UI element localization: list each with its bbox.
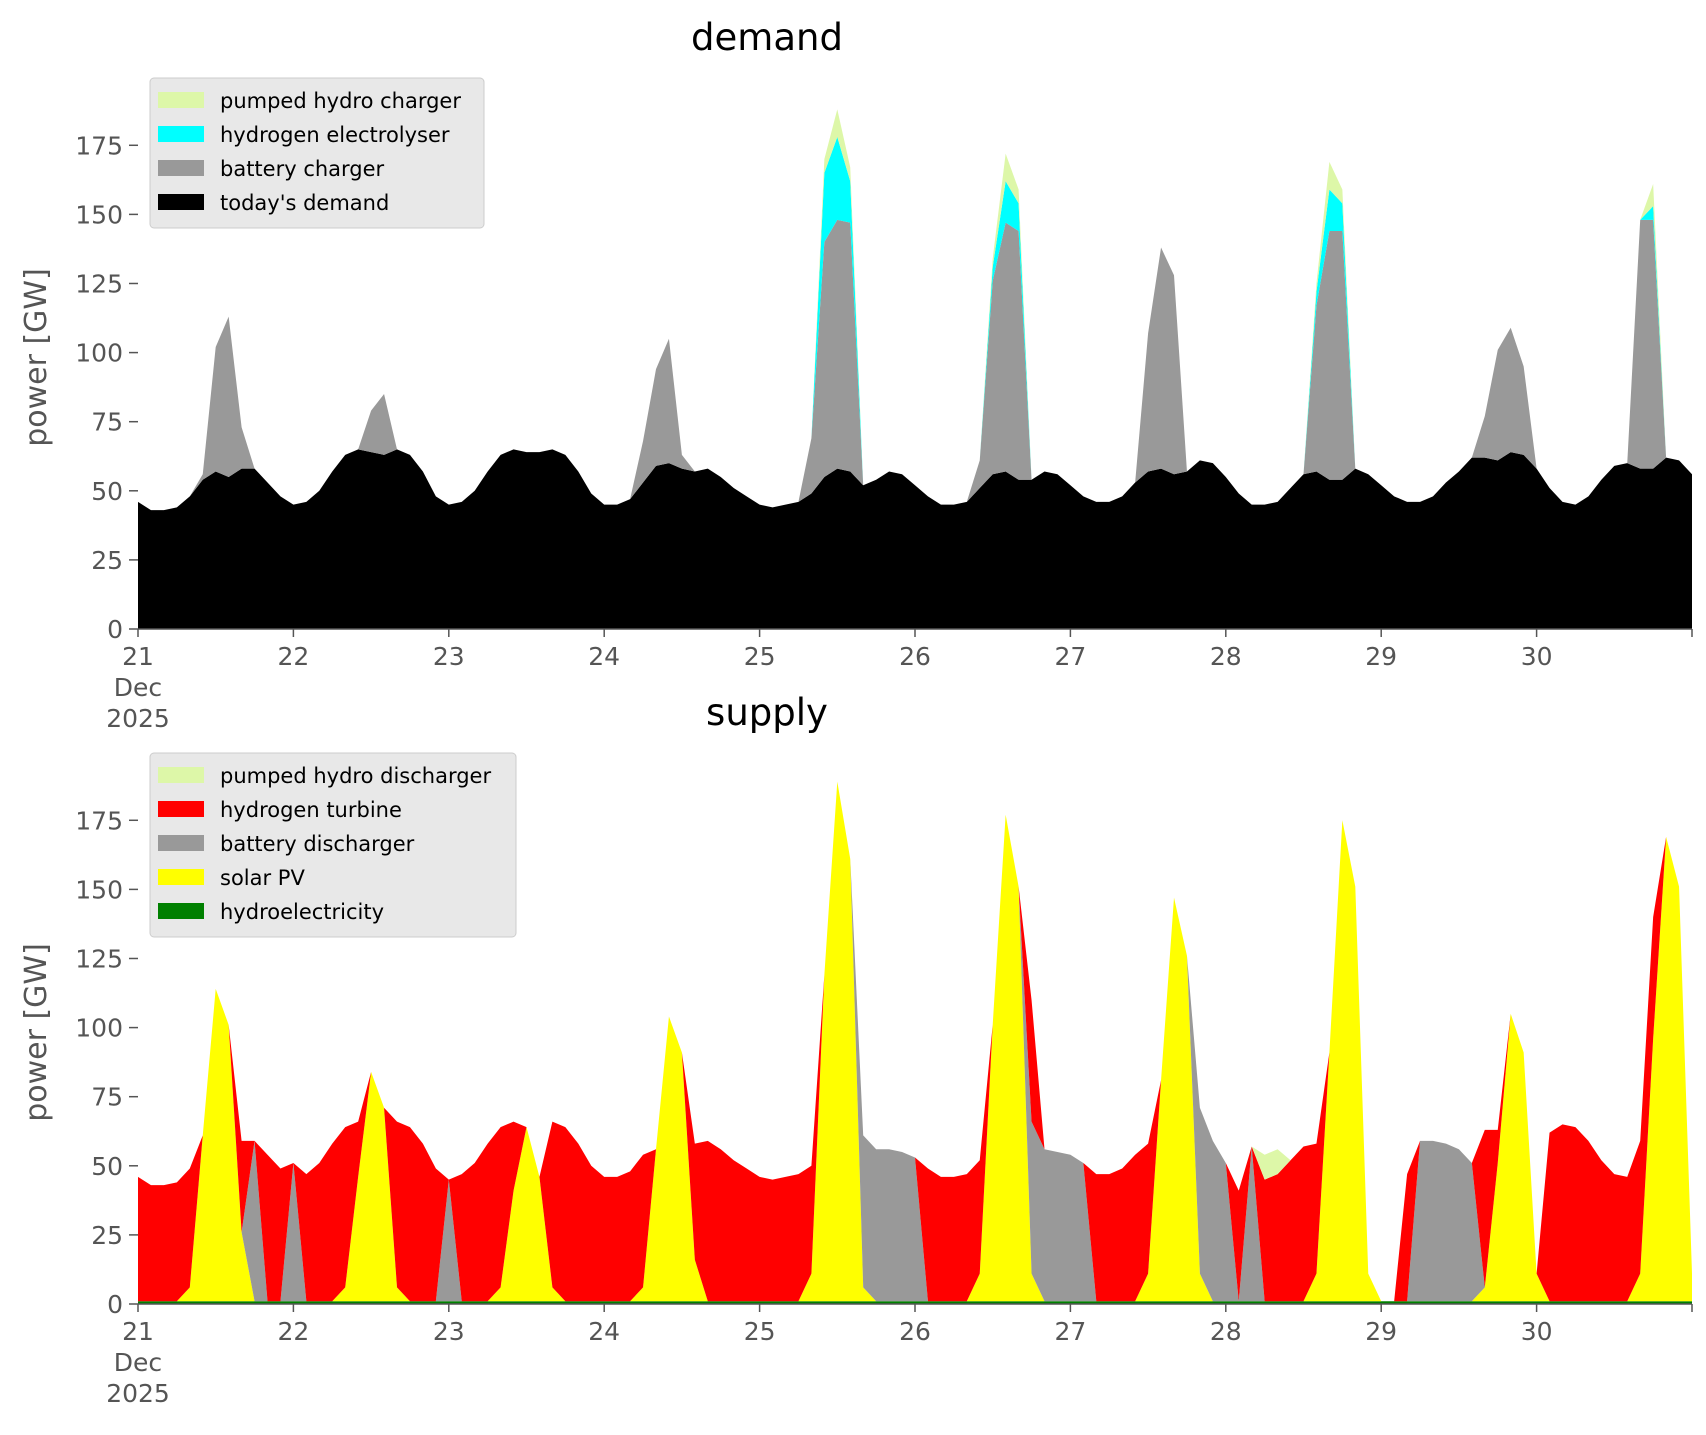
y-tick-label: 25	[91, 1221, 123, 1250]
legend-swatch	[158, 835, 204, 851]
legend-swatch	[158, 92, 204, 108]
y-tick-label: 100	[75, 1014, 123, 1043]
x-tick-label: 28	[1210, 1317, 1242, 1346]
legend-label: battery discharger	[220, 832, 415, 856]
x-tick-month: Dec	[114, 673, 162, 702]
y-tick-label: 175	[75, 131, 123, 160]
x-tick-month: Dec	[114, 1348, 162, 1377]
x-tick-label: 21	[122, 1317, 154, 1346]
legend-box	[149, 752, 517, 938]
x-tick-label: 27	[1054, 1317, 1086, 1346]
area-hydrogen-turbine	[138, 781, 1692, 1302]
x-tick-label: 30	[1521, 1317, 1553, 1346]
y-tick-label: 175	[75, 806, 123, 835]
y-tick-label: 75	[91, 408, 123, 437]
x-tick-label: 27	[1054, 642, 1086, 671]
y-tick-label: 125	[75, 269, 123, 298]
legend: pumped hydro discharger hydrogen turbine b…	[149, 752, 517, 938]
y-tick-label: 50	[91, 477, 123, 506]
legend-label: pumped hydro charger	[220, 89, 461, 113]
chart-title: supply	[706, 691, 828, 734]
legend-swatch	[158, 869, 204, 885]
y-tick-label: 150	[75, 875, 123, 904]
y-tick-label: 75	[91, 1083, 123, 1112]
x-tick-label: 22	[277, 642, 309, 671]
y-tick-label: 150	[75, 200, 123, 229]
y-tick-label: 25	[91, 546, 123, 575]
area-battery-discharger	[138, 781, 1692, 1302]
legend-label: today's demand	[220, 191, 389, 215]
y-tick-label: 100	[75, 339, 123, 368]
y-axis-label: power [GW]	[19, 268, 54, 447]
y-tick-label: 0	[107, 1290, 123, 1319]
legend-swatch	[158, 801, 204, 817]
x-tick-label: 23	[433, 1317, 465, 1346]
x-tick-label: 29	[1365, 642, 1397, 671]
legend-swatch	[158, 194, 204, 210]
x-tick-year: 2025	[106, 1379, 170, 1408]
y-axis-label: power [GW]	[19, 943, 54, 1122]
legend-swatch	[158, 767, 204, 783]
x-tick-label: 25	[744, 642, 776, 671]
legend-swatch	[158, 160, 204, 176]
x-tick-label: 29	[1365, 1317, 1397, 1346]
area-today-s-demand	[138, 449, 1692, 629]
chart-title: demand	[691, 16, 843, 59]
x-tick-label: 25	[744, 1317, 776, 1346]
x-tick-label: 30	[1521, 642, 1553, 671]
y-tick-label: 50	[91, 1152, 123, 1181]
area-solar-pv	[138, 781, 1692, 1302]
legend-label: hydroelectricity	[220, 900, 384, 924]
x-tick-label: 24	[588, 1317, 620, 1346]
legend-label: hydrogen electrolyser	[220, 123, 450, 147]
x-tick-label: 22	[277, 1317, 309, 1346]
legend-label: battery charger	[220, 157, 385, 181]
x-tick-label: 26	[899, 1317, 931, 1346]
y-tick-label: 0	[107, 615, 123, 644]
x-tick-label: 21	[122, 642, 154, 671]
x-tick-label: 24	[588, 642, 620, 671]
x-tick-label: 28	[1210, 642, 1242, 671]
y-tick-label: 125	[75, 944, 123, 973]
legend-swatch	[158, 903, 204, 919]
legend-swatch	[158, 126, 204, 142]
legend: pumped hydro charger hydrogen electrolyse…	[149, 77, 485, 229]
x-tick-label: 26	[899, 642, 931, 671]
x-tick-label: 23	[433, 642, 465, 671]
x-tick-year: 2025	[106, 704, 170, 733]
legend-label: solar PV	[220, 866, 305, 890]
legend-label: hydrogen turbine	[220, 798, 402, 822]
legend-box	[149, 77, 485, 229]
legend-label: pumped hydro discharger	[220, 764, 491, 788]
